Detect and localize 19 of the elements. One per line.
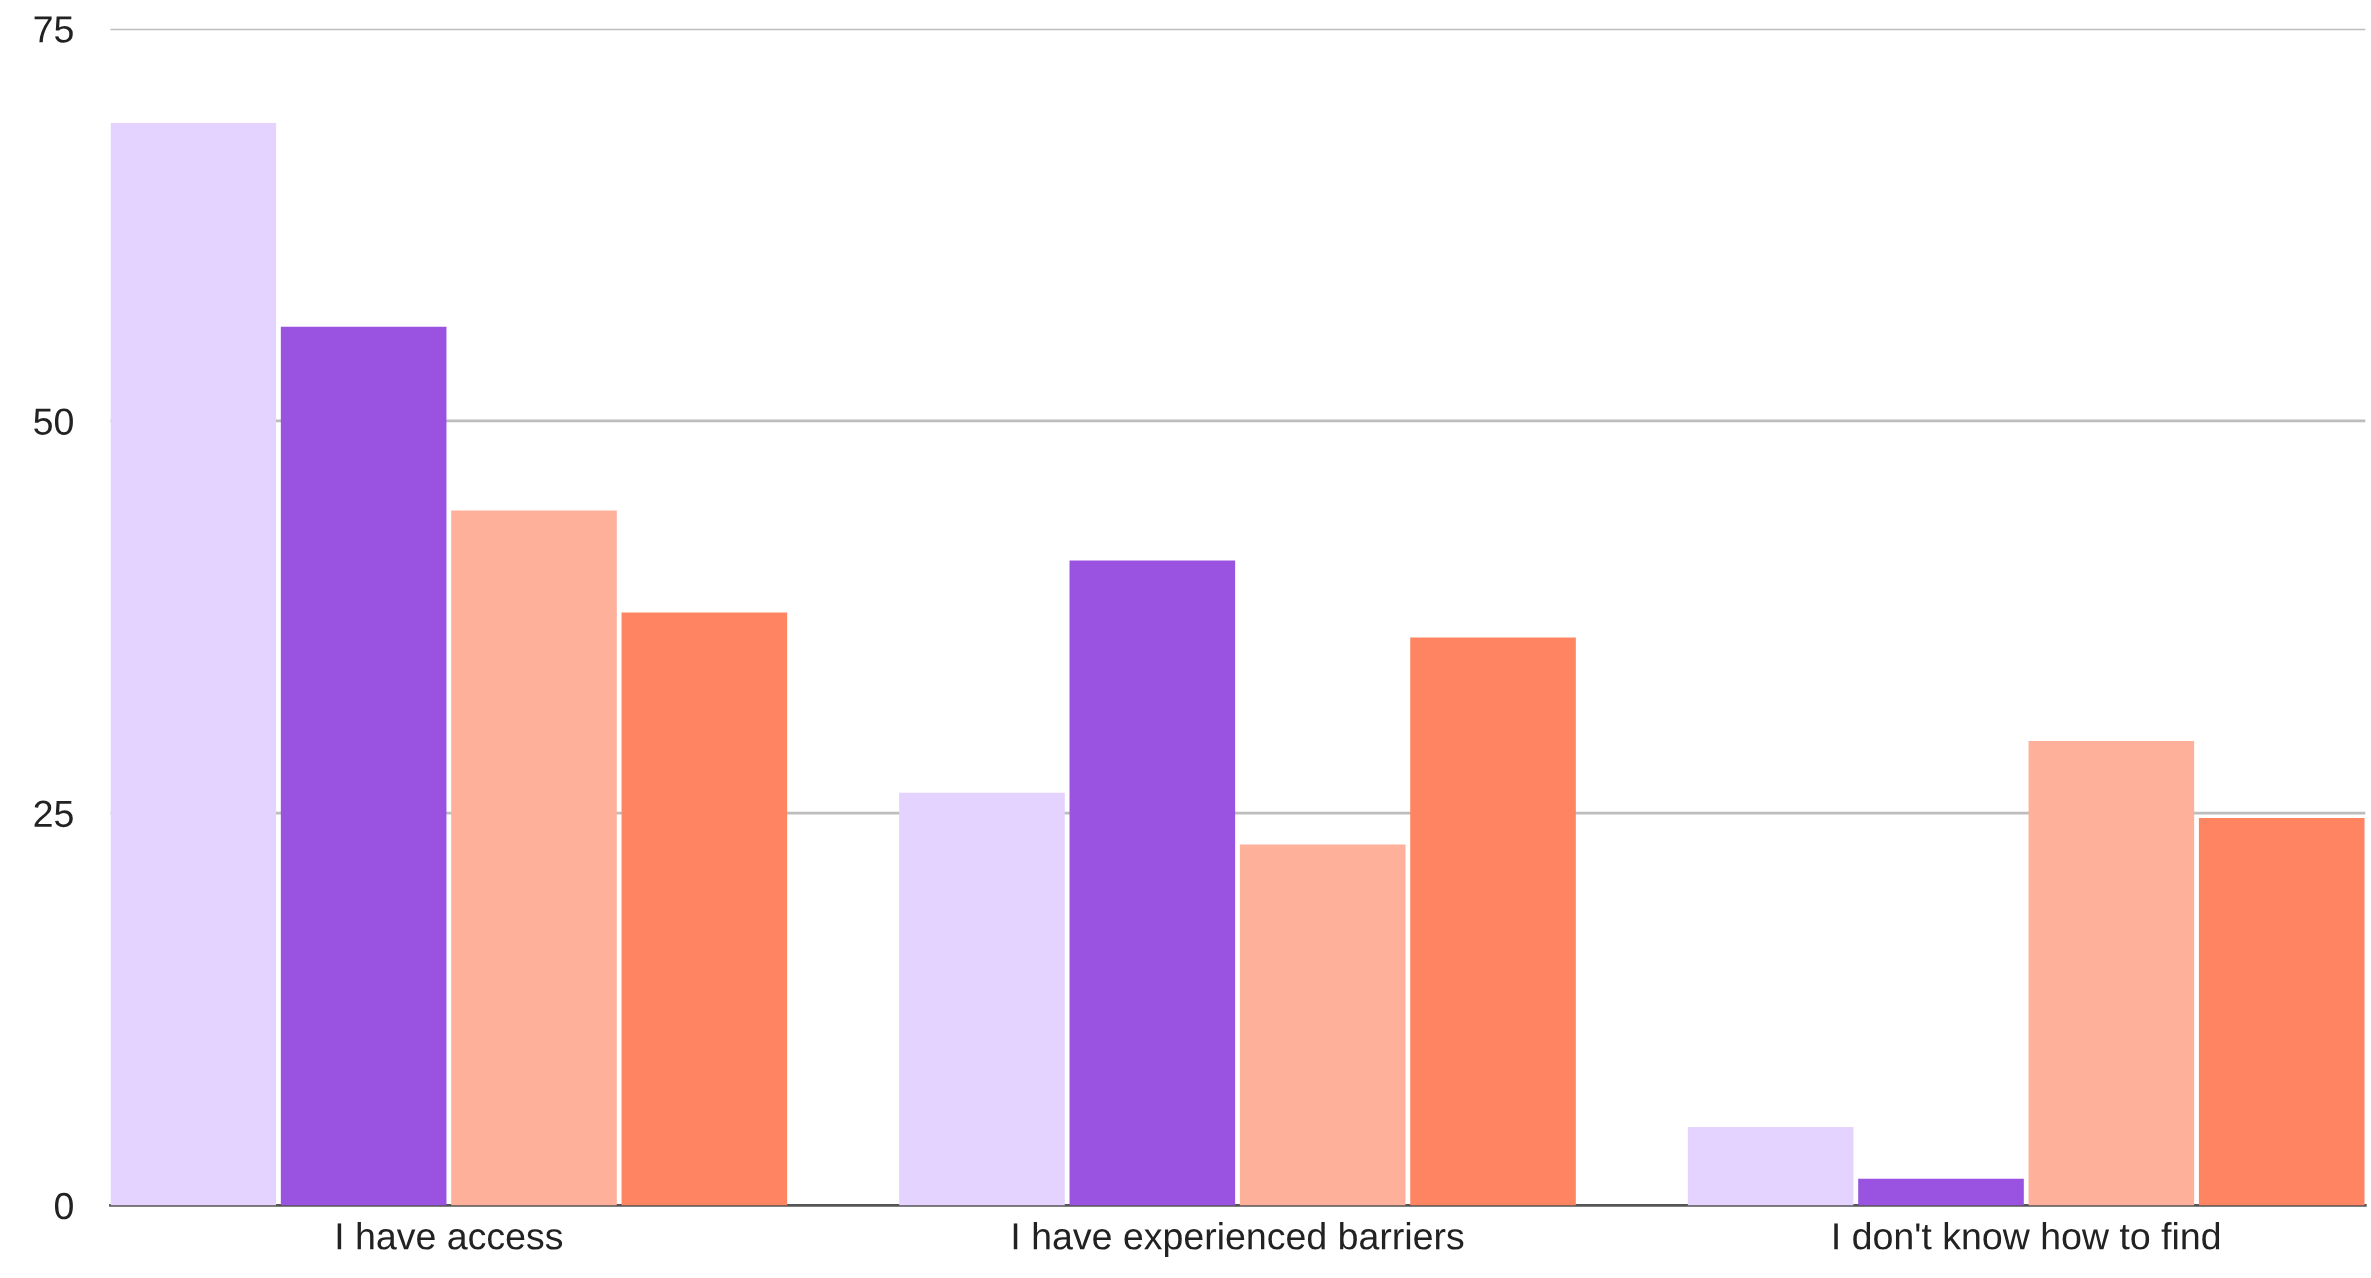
bar (2198, 817, 2365, 1206)
bar (899, 792, 1065, 1206)
y-tick-label: 25 (34, 800, 73, 828)
bar (1858, 1178, 2024, 1206)
bar (2028, 741, 2195, 1206)
bar (621, 612, 788, 1206)
bar (1410, 637, 1576, 1206)
x-tick-label: I have experienced barriers (1013, 1222, 1464, 1258)
bar (110, 122, 277, 1206)
y-tick-label: 0 (54, 1192, 73, 1220)
y-tick-label: 75 (34, 16, 73, 43)
bar (1687, 1126, 1854, 1206)
x-tick-label: I have access (337, 1222, 563, 1250)
bar (1239, 844, 1406, 1206)
bar (1069, 560, 1236, 1206)
y-tick-label: 50 (34, 408, 73, 435)
bar (451, 510, 617, 1206)
x-tick-label: I don't know how to find (1834, 1222, 2220, 1250)
bar (280, 326, 447, 1206)
